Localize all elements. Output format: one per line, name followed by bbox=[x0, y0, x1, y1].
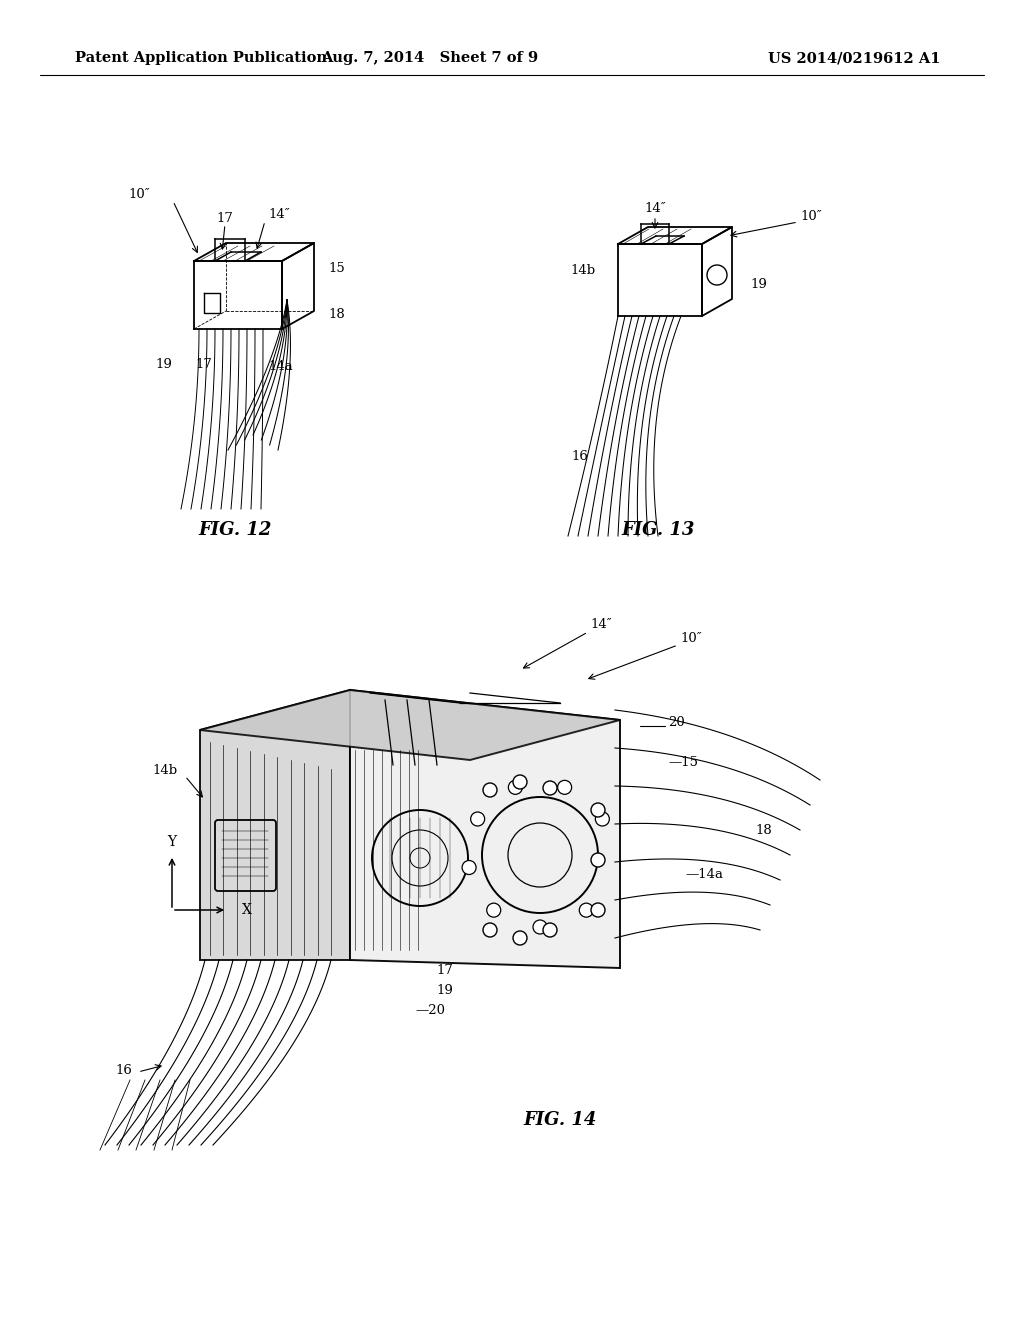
Polygon shape bbox=[350, 690, 620, 968]
Circle shape bbox=[595, 812, 609, 826]
Text: 14″: 14″ bbox=[644, 202, 666, 215]
Text: 14″: 14″ bbox=[268, 209, 290, 222]
Circle shape bbox=[543, 923, 557, 937]
Circle shape bbox=[534, 920, 547, 935]
Circle shape bbox=[462, 861, 476, 875]
Circle shape bbox=[483, 783, 497, 797]
Text: 16: 16 bbox=[571, 450, 588, 462]
Text: 14b: 14b bbox=[153, 763, 178, 776]
Circle shape bbox=[486, 903, 501, 917]
Text: —20: —20 bbox=[415, 1003, 445, 1016]
Text: 17: 17 bbox=[196, 358, 212, 371]
Text: —14a: —14a bbox=[685, 869, 723, 882]
Circle shape bbox=[580, 903, 593, 917]
Text: X: X bbox=[242, 903, 252, 917]
Text: 10″: 10″ bbox=[800, 210, 821, 223]
Text: 14a: 14a bbox=[268, 360, 293, 374]
Circle shape bbox=[471, 812, 484, 826]
Text: FIG. 14: FIG. 14 bbox=[523, 1111, 597, 1129]
Text: 20: 20 bbox=[668, 717, 685, 730]
Text: US 2014/0219612 A1: US 2014/0219612 A1 bbox=[768, 51, 940, 65]
Text: 15: 15 bbox=[328, 263, 345, 276]
Polygon shape bbox=[200, 690, 620, 760]
Text: 17: 17 bbox=[216, 211, 233, 224]
Circle shape bbox=[513, 775, 527, 789]
Text: 10″: 10″ bbox=[128, 189, 150, 202]
Text: 18: 18 bbox=[755, 824, 772, 837]
Circle shape bbox=[591, 903, 605, 917]
Circle shape bbox=[591, 853, 605, 867]
Text: 19: 19 bbox=[436, 983, 454, 997]
Text: 14b: 14b bbox=[570, 264, 596, 276]
Text: 19: 19 bbox=[155, 358, 172, 371]
Text: Patent Application Publication: Patent Application Publication bbox=[75, 51, 327, 65]
Text: 19: 19 bbox=[750, 279, 767, 292]
Text: FIG. 12: FIG. 12 bbox=[199, 521, 271, 539]
Circle shape bbox=[483, 923, 497, 937]
Text: Aug. 7, 2014   Sheet 7 of 9: Aug. 7, 2014 Sheet 7 of 9 bbox=[322, 51, 539, 65]
Circle shape bbox=[543, 781, 557, 795]
Text: 18: 18 bbox=[328, 309, 345, 322]
Text: —15: —15 bbox=[668, 756, 698, 770]
Text: 10″: 10″ bbox=[680, 631, 701, 644]
Text: 17: 17 bbox=[436, 964, 454, 977]
Text: 14″: 14″ bbox=[590, 619, 611, 631]
Text: FIG. 13: FIG. 13 bbox=[622, 521, 694, 539]
Text: Y: Y bbox=[168, 836, 176, 849]
Circle shape bbox=[591, 803, 605, 817]
Text: 16: 16 bbox=[115, 1064, 132, 1077]
Circle shape bbox=[558, 780, 571, 795]
Polygon shape bbox=[200, 690, 350, 960]
Circle shape bbox=[508, 780, 522, 795]
Circle shape bbox=[513, 931, 527, 945]
